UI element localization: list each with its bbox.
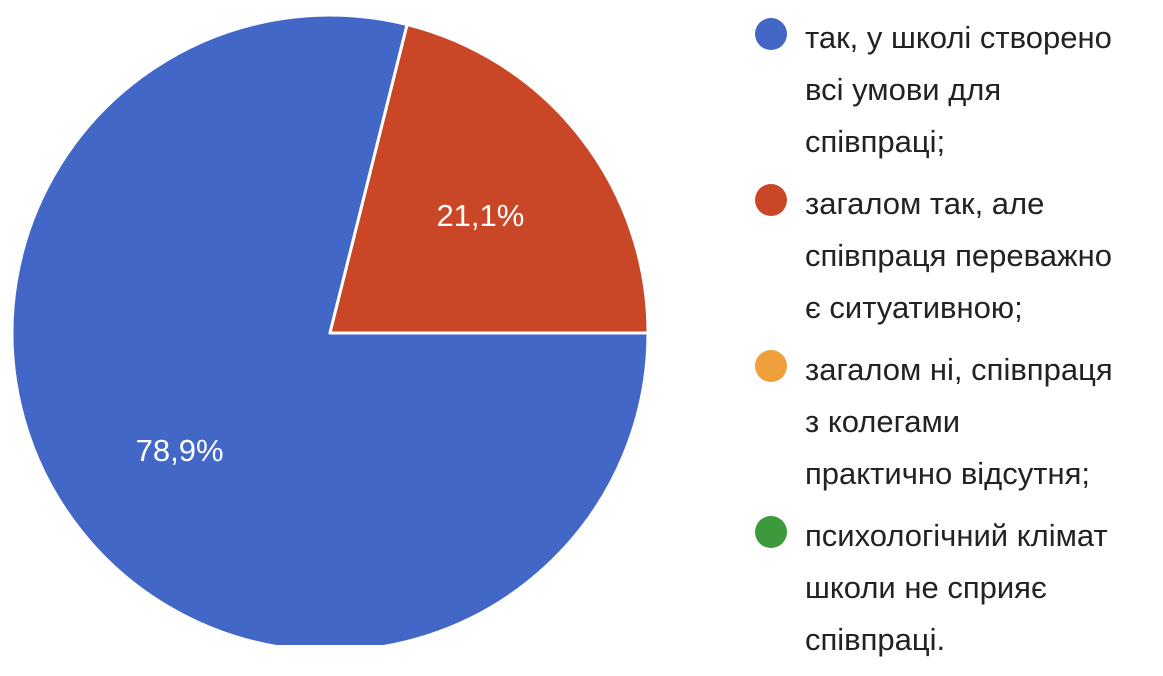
legend-marker-2 <box>755 350 787 382</box>
legend-item-0[interactable]: так, у школі створено всі умови для спів… <box>755 12 1163 168</box>
pie-slice-1[interactable] <box>328 22 650 335</box>
legend-marker-1 <box>755 184 787 216</box>
legend-label-1: загалом так, але співпраця переважно є с… <box>805 186 1113 325</box>
legend-marker-3 <box>755 516 787 548</box>
legend-item-1[interactable]: загалом так, але співпраця переважно є с… <box>755 178 1163 334</box>
legend-item-3[interactable]: психологічний клімат школи не сприяє спі… <box>755 510 1163 666</box>
slice-label-0: 78,9% <box>136 433 224 468</box>
slice-label-1: 21,1% <box>436 198 524 233</box>
legend: так, у школі створено всі умови для спів… <box>755 12 1163 676</box>
pie-chart: 78,9% 21,1% <box>10 13 650 645</box>
legend-label-3: психологічний клімат школи не сприяє спі… <box>805 518 1108 657</box>
legend-label-0: так, у школі створено всі умови для спів… <box>805 20 1112 159</box>
legend-item-2[interactable]: загалом ні, співпраця з колегами практич… <box>755 344 1163 500</box>
legend-marker-0 <box>755 18 787 50</box>
legend-label-2: загалом ні, співпраця з колегами практич… <box>805 352 1113 491</box>
